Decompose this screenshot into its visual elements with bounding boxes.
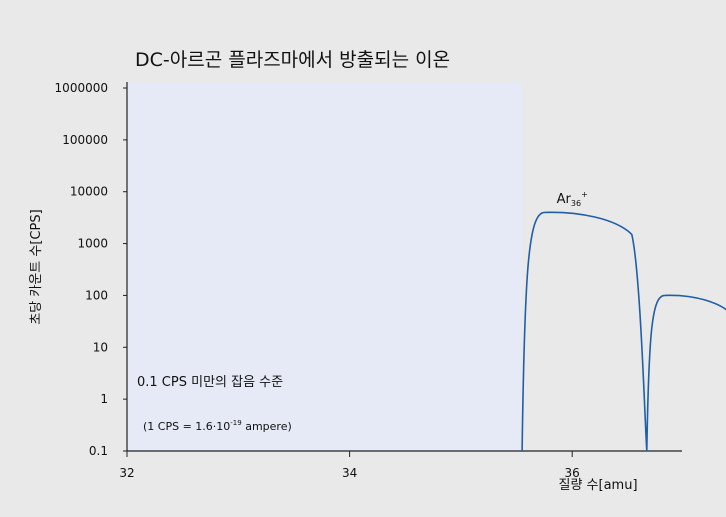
noise-note-suffix: ampere)	[242, 420, 292, 433]
y-tick-label: 100000	[62, 133, 108, 147]
y-tick-label: 100	[85, 288, 108, 302]
noise-label: 0.1 CPS 미만의 잡음 수준	[137, 375, 283, 390]
y-tick-label: 1	[100, 392, 108, 406]
y-tick-label: 1000000	[55, 81, 108, 95]
noise-note-prefix: (1 CPS = 1.6·10	[143, 420, 230, 433]
y-axis-label: 초당 카운트 수[CPS]	[29, 209, 44, 324]
y-tick-label: 10	[93, 340, 108, 354]
y-tick-labels: 0.1 1 10 100 1000 10000 100000 1000000	[55, 81, 108, 458]
x-tick-label: 36	[565, 466, 580, 480]
peak-labels: Ar36+Ar40+ArH+	[557, 190, 588, 208]
signal-line	[521, 211, 726, 452]
chart-title: DC-아르곤 플라즈마에서 방출되는 이온	[135, 49, 450, 71]
x-axis-label: 질량 수[amu]	[558, 478, 637, 493]
noise-note-exponent: -19	[230, 419, 241, 427]
y-tick-label: 0.1	[89, 444, 108, 458]
noise-region	[127, 82, 523, 451]
y-tick-label: 1000	[77, 237, 108, 251]
x-tick-label: 34	[342, 466, 357, 480]
y-tick-label: 10000	[70, 185, 108, 199]
noise-note: (1 CPS = 1.6·10-19 ampere)	[143, 419, 292, 433]
tick-marks	[123, 87, 573, 457]
x-tick-labels: 32343638404	[119, 466, 580, 480]
x-tick-label: 32	[119, 466, 134, 480]
peak-label: Ar36+	[557, 190, 588, 208]
